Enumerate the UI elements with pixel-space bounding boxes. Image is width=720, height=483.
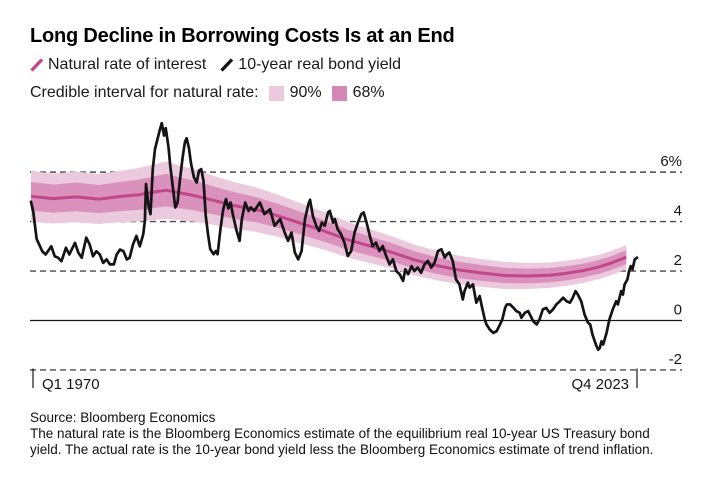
legend-series: Natural rate of interest 10-year real bo… [30,56,415,74]
interval-68-label: 68% [352,84,385,101]
chart-title: Long Decline in Borrowing Costs Is at an… [30,25,455,47]
interval-90-label: 90% [289,84,322,101]
legend-item-natural-rate: Natural rate of interest [30,56,206,74]
natural-rate-slash-icon [30,58,44,72]
footnote-line-1: The natural rate is the Bloomberg Econom… [30,426,650,441]
legend-intervals: Credible interval for natural rate: 90% … [30,84,385,102]
x-axis-label-end: Q4 2023 [571,376,629,393]
x-axis-label-start: Q1 1970 [42,376,100,393]
y-axis-label-4: 4 [674,203,682,220]
y-axis-label-2: 2 [674,252,682,269]
legend-item-bond-yield: 10-year real bond yield [220,56,401,74]
source-line: Source: Bloomberg Economics [30,410,216,425]
y-axis-label--2: -2 [669,351,682,368]
interval-90-swatch [268,85,284,101]
interval-legend-label: Credible interval for natural rate: [30,84,259,101]
bond-yield-slash-icon [220,58,234,72]
legend-label-natural-rate: Natural rate of interest [48,56,207,73]
chart-footer: Source: Bloomberg Economics The natural … [30,410,700,458]
legend-label-bond-yield: 10-year real bond yield [238,56,402,73]
interval-68-swatch [331,85,347,101]
footnote-line-2: yield. The actual rate is the 10-year bo… [30,442,654,457]
y-axis-label-6: 6% [660,153,682,170]
credible-band-68 [31,173,627,284]
bond-yield-line [29,121,639,352]
natural-rate-line [30,188,627,278]
y-axis-label-0: 0 [674,302,682,319]
